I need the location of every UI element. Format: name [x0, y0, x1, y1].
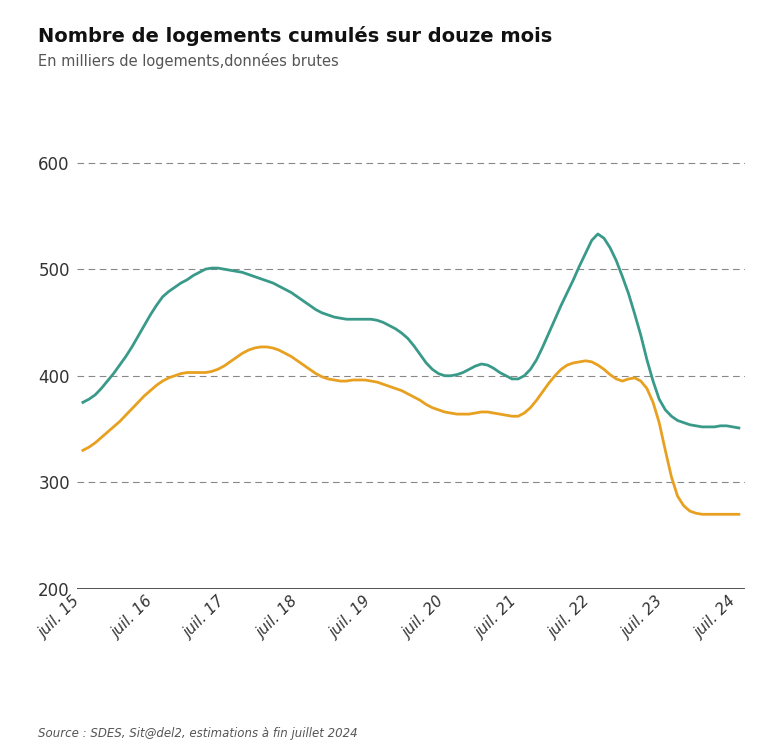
- Text: En milliers de logements,données brutes: En milliers de logements,données brutes: [38, 53, 339, 69]
- Text: Source : SDES, Sit@del2, estimations à fin juillet 2024: Source : SDES, Sit@del2, estimations à f…: [38, 727, 358, 740]
- Text: Nombre de logements cumulés sur douze mois: Nombre de logements cumulés sur douze mo…: [38, 26, 553, 46]
